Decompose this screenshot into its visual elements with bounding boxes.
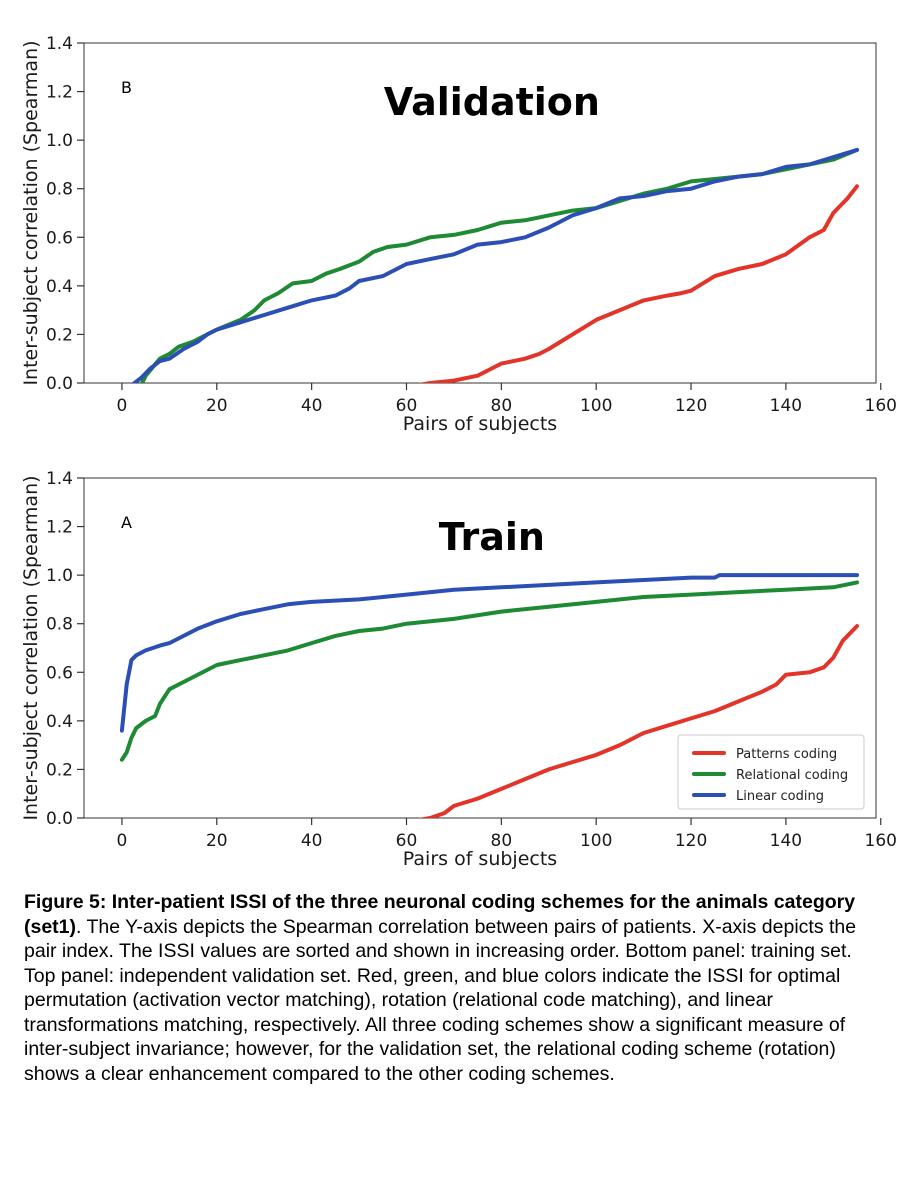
top-panel-title: Validation [384,80,600,124]
top-panel-letter: B [121,78,132,97]
bottom-panel-series-relational-coding [119,580,859,762]
bottom-panel-xlabel: Pairs of subjects [403,848,557,870]
bottom-panel-ylabel: Inter-subject correlation (Spearman) [20,475,42,820]
top-panel-xlabel: Pairs of subjects [403,413,557,435]
figure: 0.0 0.2 0.4 0.6 0.8 1.0 1.2 1.4 0 20 40 60 80 100 120 1… [20,34,897,870]
bottom-panel-frame [83,477,877,819]
bottom-panel-xtick-label: 40 [301,831,323,851]
bottom-panel-xtick-label: 0 [117,831,128,851]
top-panel-xtick-label: 160 [865,396,897,416]
bottom-panel-ytick-label: 1.2 [46,518,73,538]
bottom-panel-xtick-label: 100 [580,831,612,851]
top-panel-ytick-label: 0.6 [46,228,73,248]
bottom-panel-legend-label-patterns-coding: Patterns coding [736,747,837,762]
bottom-panel-ytick-label: 0.8 [46,615,73,635]
top-panel-series-linear-coding [131,147,859,383]
top-panel-ylabel: Inter-subject correlation (Spearman) [20,40,42,385]
top-panel-xtick-label: 0 [117,396,128,416]
bottom-panel-ytick-label: 0.0 [46,809,73,829]
top-panel-ytick-label: 1.0 [46,131,73,151]
bottom-panel-ytick-label: 0.2 [46,760,73,780]
bottom-panel-xtick-label: 120 [675,831,707,851]
top-panel-frame [83,42,877,384]
top-panel-xtick-label: 80 [491,396,513,416]
bottom-panel-xtick-label: 60 [396,831,418,851]
top-panel-xtick-label: 100 [580,396,612,416]
bottom-panel-legend-label-relational-coding: Relational coding [736,768,848,783]
bottom-panel-ytick-label: 1.0 [46,566,73,586]
bottom-panel-ytick-label: 0.6 [46,663,73,683]
top-panel-ytick-label: 0.8 [46,180,73,200]
top-panel-ytick-label: 0.2 [46,325,73,345]
top-panel-xtick-label: 20 [206,396,228,416]
bottom-panel-title: Train [439,515,545,559]
bottom-panel-xtick-label: 80 [491,831,513,851]
top-panel-ytick-label: 0.4 [46,277,73,297]
caption-title: Figure 5: Inter-patient ISSI of the thre… [24,891,856,938]
top-panel-xtick-label: 60 [396,396,418,416]
bottom-panel-legend-label-linear-coding: Linear coding [736,789,824,804]
figure-caption: Figure 5: Inter-patient ISSI of the thre… [24,890,886,1086]
top-panel-xtick-label: 40 [301,396,323,416]
bottom-panel-ytick-label: 1.4 [46,469,73,489]
bottom-panel-series-patterns-coding [418,624,859,818]
top-panel-ytick-label: 1.2 [46,83,73,103]
caption-body: . The Y-axis depicts the Spearman correl… [24,915,857,1085]
bottom-panel-letter: A [121,513,132,532]
top-panel-xtick-label: 140 [770,396,802,416]
bottom-panel-xtick-label: 160 [865,831,897,851]
bottom-panel-xtick-label: 20 [206,831,228,851]
top-panel-xtick-label: 120 [675,396,707,416]
bottom-panel-xtick-label: 140 [770,831,802,851]
top-panel-ytick-label: 1.4 [46,34,73,54]
top-panel-series-patterns-coding [418,184,859,383]
bottom-panel-ytick-label: 0.4 [46,712,73,732]
bottom-panel-series-linear-coding [119,573,859,733]
top-panel-ytick-label: 0.0 [46,374,73,394]
